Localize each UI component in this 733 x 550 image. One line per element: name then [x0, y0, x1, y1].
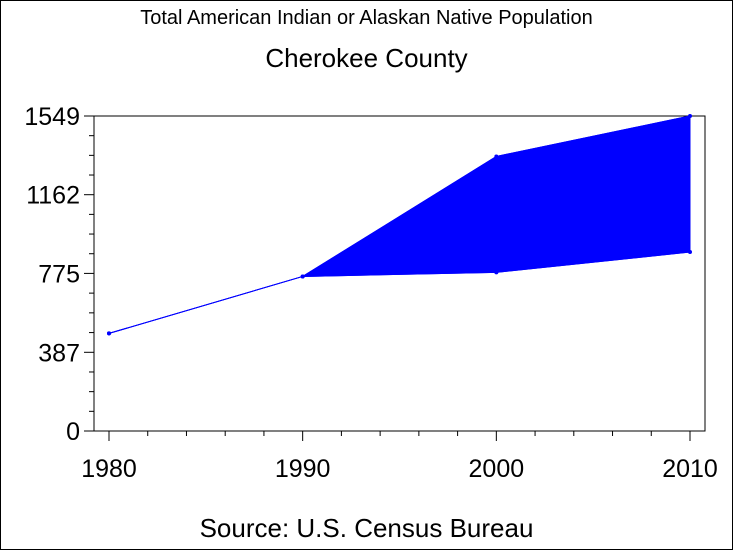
x-tick-label: 1980 — [81, 455, 137, 483]
data-point — [494, 270, 499, 275]
series-line-2 — [108, 251, 691, 334]
data-point — [107, 331, 111, 336]
y-tick-label: 387 — [38, 339, 80, 367]
x-tick-label: 2000 — [469, 455, 525, 483]
y-tick-label: 0 — [66, 418, 80, 446]
data-point — [688, 114, 692, 118]
data-point — [300, 274, 305, 279]
chart-subtitle: Cherokee County — [265, 43, 468, 73]
chart-title: Total American Indian or Alaskan Native … — [140, 7, 593, 29]
area-band — [108, 115, 691, 334]
y-tick-label: 775 — [38, 260, 80, 288]
x-tick-label: 2010 — [662, 455, 718, 483]
y-tick-label: 1162 — [26, 182, 80, 210]
chart-source-note: Source: U.S. Census Bureau — [199, 513, 534, 543]
data-point — [688, 250, 692, 255]
data-point — [494, 154, 499, 159]
y-tick-label: 1549 — [24, 103, 80, 131]
x-tick-label: 1990 — [275, 455, 331, 483]
